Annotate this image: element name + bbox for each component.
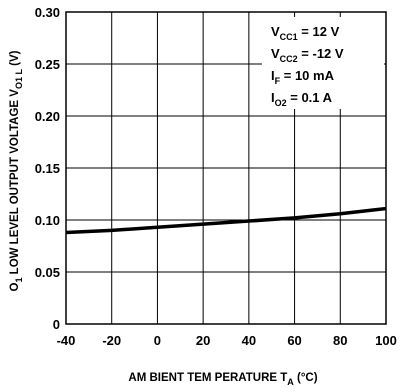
y-tick-label-2: 0.10: [35, 213, 60, 228]
x-axis-label: AM BIENT TEM PERATURE TA (°C): [128, 372, 317, 387]
x-tick-label-0: -40: [57, 333, 76, 348]
x-tick-label-7: 100: [375, 333, 397, 348]
y-tick-label-3: 0.15: [35, 161, 60, 176]
y-axis-label: O1 LOW LEVEL OUTPUT VOLTAGE VO1 L (V): [9, 50, 24, 291]
x-tick-label-3: 20: [196, 333, 210, 348]
y-tick-label-4: 0.20: [35, 109, 60, 124]
plot-frame: [65, 11, 387, 325]
annotation-background: [262, 17, 384, 109]
annotation-line-3: IO2 = 0.1 A: [271, 90, 333, 108]
y-tick-label-5: 0.25: [35, 57, 60, 72]
x-tick-labels: -40 -20 0 20 40 60 80 100: [57, 333, 397, 348]
x-tick-label-5: 60: [287, 333, 301, 348]
y-tick-label-6: 0.30: [35, 5, 60, 20]
x-tick-label-2: 0: [154, 333, 161, 348]
y-tick-label-0: 0: [53, 317, 60, 332]
annotations: VCC1 = 12 V VCC2 = -12 V IF = 10 mA IO2 = 0…: [271, 24, 344, 108]
annotation-line-2: IF = 10 mA: [271, 68, 335, 86]
annotation-line-0: VCC1 = 12 V: [271, 24, 340, 42]
series-layer: [65, 206, 387, 235]
plot-border: [65, 11, 387, 325]
y-tick-label-1: 0.05: [35, 265, 60, 280]
annotation-box: [262, 17, 384, 109]
y-tick-labels: 0 0.05 0.10 0.15 0.20 0.25 0.30: [35, 5, 60, 332]
annotation-line-1: VCC2 = -12 V: [271, 46, 344, 64]
x-tick-label-6: 80: [333, 333, 347, 348]
x-tick-label-4: 40: [242, 333, 256, 348]
x-tick-label-1: -20: [102, 333, 121, 348]
series-line-0: [65, 206, 387, 235]
